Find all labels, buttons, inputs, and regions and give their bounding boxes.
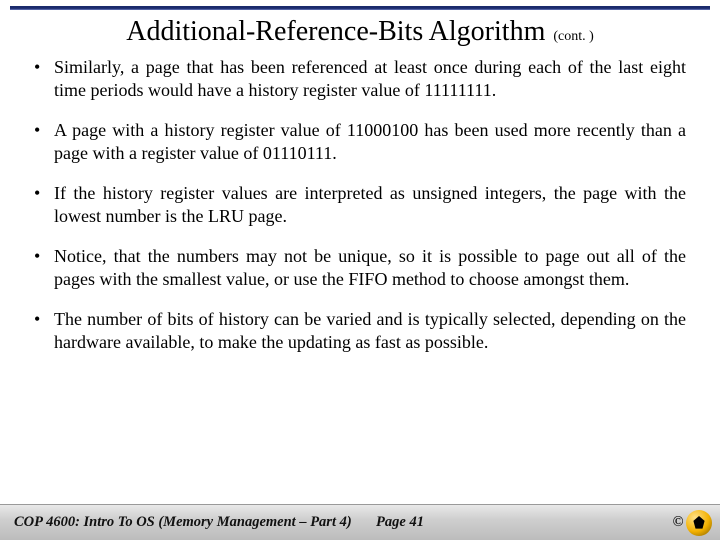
bullet-item: A page with a history register value of …: [34, 119, 686, 164]
bullet-item: The number of bits of history can be var…: [34, 308, 686, 353]
content-area: Similarly, a page that has been referenc…: [0, 50, 720, 504]
title-block: Additional-Reference-Bits Algorithm (con…: [0, 10, 720, 50]
footer-page: Page 41: [300, 514, 500, 531]
bullet-item: If the history register values are inter…: [34, 182, 686, 227]
slide-title-cont: (cont. ): [553, 29, 593, 44]
slide-title: Additional-Reference-Bits Algorithm: [126, 16, 545, 47]
ucf-logo-icon: [686, 510, 712, 536]
bullet-item: Notice, that the numbers may not be uniq…: [34, 245, 686, 290]
slide: Additional-Reference-Bits Algorithm (con…: [0, 0, 720, 540]
footer-bar: COP 4600: Intro To OS (Memory Management…: [0, 504, 720, 540]
bullet-list: Similarly, a page that has been referenc…: [34, 56, 686, 353]
bullet-item: Similarly, a page that has been referenc…: [34, 56, 686, 101]
